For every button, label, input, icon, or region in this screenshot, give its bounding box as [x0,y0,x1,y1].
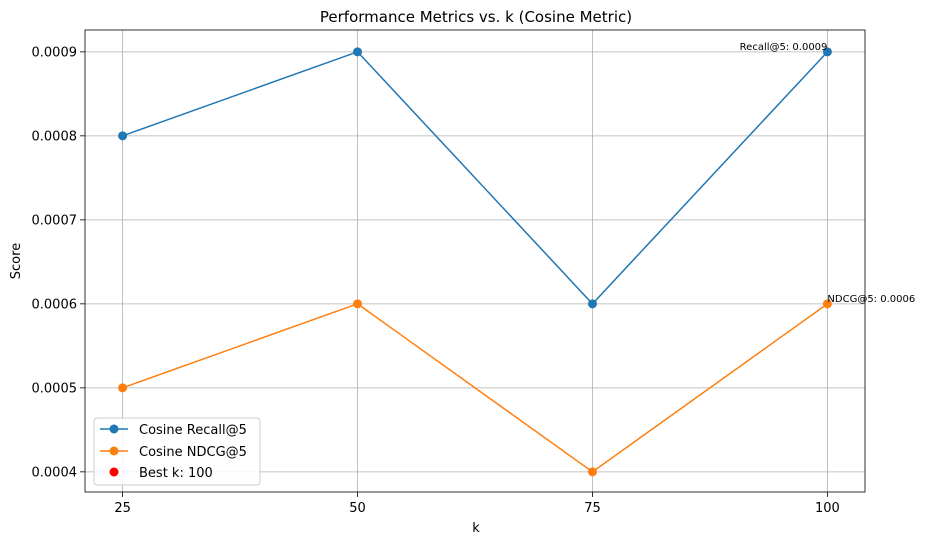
x-tick-label: 25 [114,501,131,516]
legend-marker-best [109,467,119,477]
legend-box [93,417,261,486]
plot-frame [84,29,866,493]
x-tick-label: 50 [349,501,366,516]
series-line-0 [122,50,828,305]
y-tick-label: 0.0006 [32,297,78,312]
y-tick-label: 0.0005 [32,381,78,396]
x-tick-label: 100 [815,501,840,516]
plot-border [84,29,866,493]
legend-marker-recall [109,424,119,434]
series-point [822,299,832,309]
x-axis-label: k [472,521,480,536]
series-point [587,467,597,477]
annotations: Recall@5: 0.0009 NDCG@5: 0.0006 [740,42,916,305]
series-point [587,299,597,309]
x-axis: 25 50 75 100 [114,492,840,516]
series-point [353,47,363,57]
value-annotation: Recall@5: 0.0009 [740,42,828,53]
y-tick-label: 0.0004 [32,465,78,480]
value-annotation: NDCG@5: 0.0006 [827,294,915,305]
x-tick-label: 75 [584,501,601,516]
legend-label-recall: Cosine Recall@5 [139,423,247,438]
chart-title: Performance Metrics vs. k (Cosine Metric… [320,8,632,26]
y-axis: 0.0004 0.0005 0.0006 0.0007 0.0008 0.0009 [32,45,85,480]
series-point [822,47,832,57]
series-layer [118,47,832,477]
series-point [118,383,128,393]
legend-label-best: Best k: 100 [139,466,213,481]
y-tick-label: 0.0008 [32,129,78,144]
legend-marker-ndcg [109,446,119,456]
legend: Cosine Recall@5 Cosine NDCG@5 Best k: 10… [93,417,261,486]
legend-label-ndcg: Cosine NDCG@5 [139,445,247,460]
series-point [118,131,128,141]
y-tick-label: 0.0009 [32,45,78,60]
y-tick-label: 0.0007 [32,213,78,228]
series-line-1 [122,303,828,473]
y-axis-label: Score [9,243,24,279]
series-point [353,299,363,309]
